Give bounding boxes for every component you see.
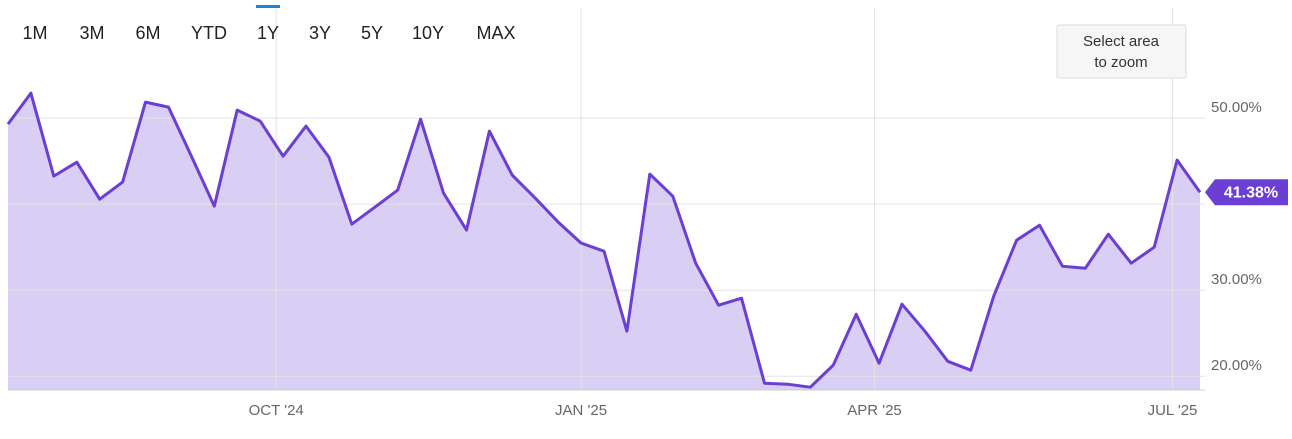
x-tick-label: APR '25 <box>847 402 902 419</box>
x-tick-label: OCT '24 <box>249 402 304 419</box>
area <box>8 93 1200 390</box>
range-button: MAX <box>476 23 515 43</box>
zoom-hint: Select area <box>1083 33 1160 50</box>
x-tick-label: JAN '25 <box>555 402 607 419</box>
zoom-hint-box <box>1056 24 1187 79</box>
y-tick-label: 20.00% <box>1211 357 1262 374</box>
line <box>6 91 1202 389</box>
value-badge <box>1205 179 1288 206</box>
range-button[interactable]: 1Y <box>257 23 279 43</box>
range-button[interactable]: YTD <box>191 23 227 43</box>
y-tick-label: 50.00% <box>1211 99 1262 116</box>
range-button[interactable]: 3Y <box>309 23 331 43</box>
range-button: 10Y <box>412 23 444 43</box>
range-button[interactable]: 1M <box>22 23 47 43</box>
value-badge-label: 41.38% <box>1224 185 1278 202</box>
range-button[interactable]: 3M <box>79 23 104 43</box>
y-tick-label: 30.00% <box>1211 271 1262 288</box>
range-button[interactable]: 5Y <box>361 23 383 43</box>
range-button[interactable]: 6M <box>135 23 160 43</box>
zoom-hint: to zoom <box>1094 54 1147 71</box>
x-tick-label: JUL '25 <box>1148 402 1198 419</box>
range-selected-bar <box>256 5 280 8</box>
